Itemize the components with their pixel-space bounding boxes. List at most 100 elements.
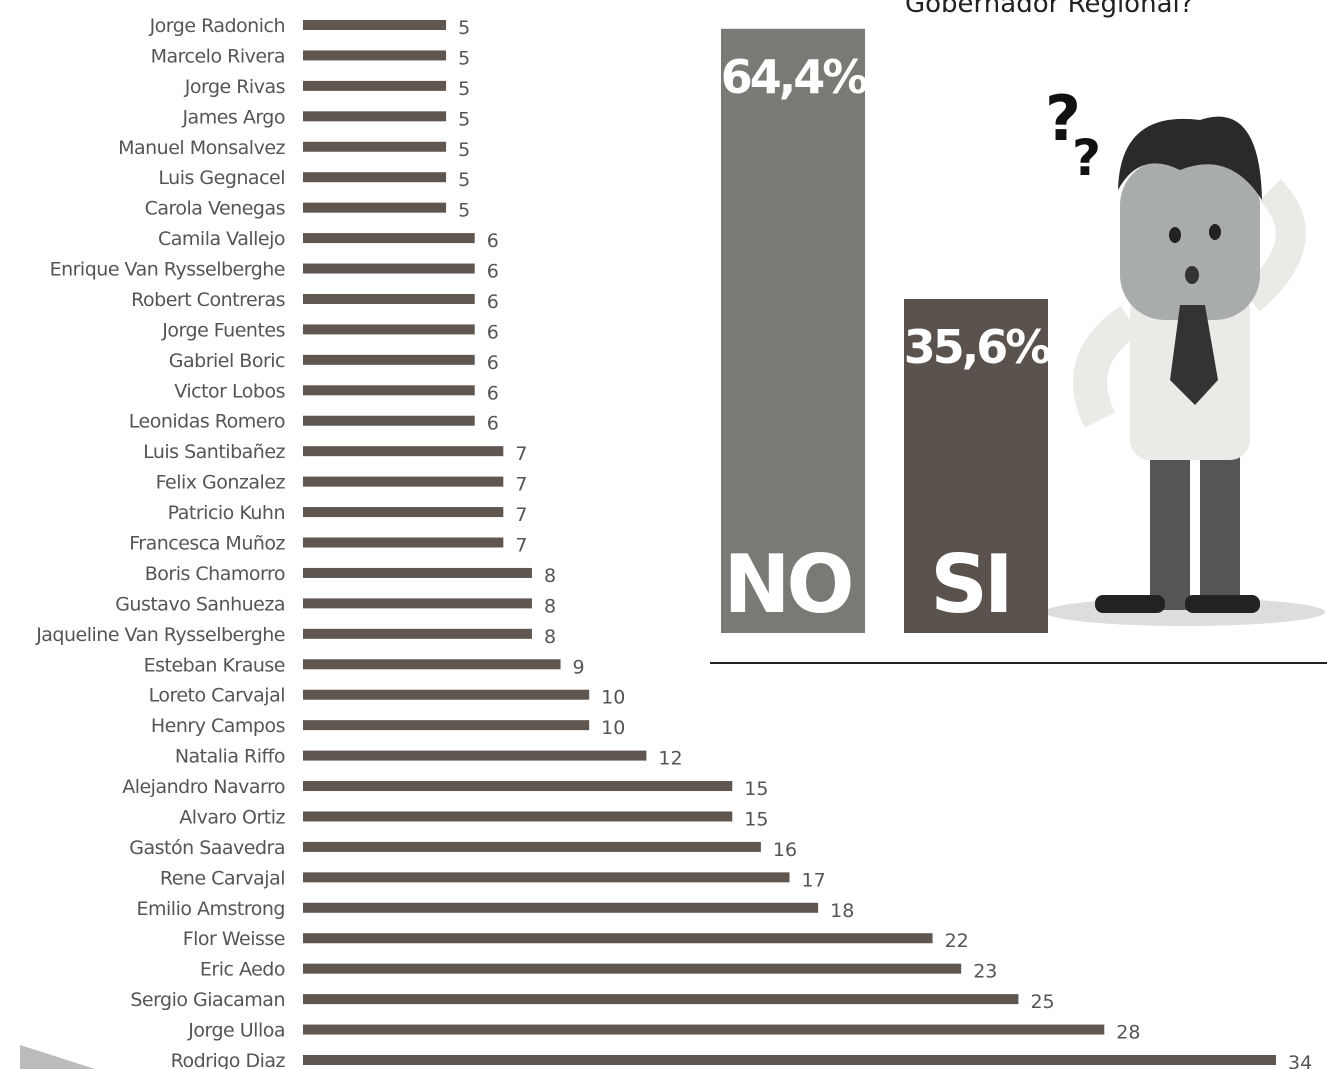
category-label: Boris Chamorro [145, 563, 285, 585]
category-label: Felix Gonzalez [156, 472, 286, 494]
category-label: James Argo [181, 106, 285, 128]
category-label: Luis Santibañez [143, 441, 285, 463]
category-label: Camila Vallejo [158, 228, 285, 250]
category-label: Esteban Krause [144, 654, 285, 676]
bar [303, 994, 1018, 1004]
value-label: 25 [1030, 991, 1054, 1013]
value-label: 7 [515, 535, 527, 557]
decoration [20, 1045, 95, 1069]
bar [303, 477, 503, 487]
value-label: 9 [573, 656, 585, 678]
bar [303, 751, 646, 761]
category-label: NO [724, 538, 851, 631]
bar [303, 264, 475, 274]
category-label: Victor Lobos [174, 380, 285, 402]
bar [303, 111, 446, 121]
value-label: 5 [458, 47, 470, 69]
category-label: Jaqueline Van Rysselberghe [35, 624, 285, 646]
bar [303, 933, 933, 943]
category-label: Leonidas Romero [129, 411, 285, 433]
bar [303, 903, 818, 913]
bar [303, 629, 532, 639]
value-label: 7 [515, 443, 527, 465]
value-label: 6 [487, 230, 499, 252]
bar [303, 324, 475, 334]
value-label: 6 [487, 382, 499, 404]
bar [303, 50, 446, 60]
bar [303, 20, 446, 30]
category-label: Henry Campos [151, 715, 285, 737]
bar [303, 659, 561, 669]
category-label: Gabriel Boric [169, 350, 285, 372]
value-label: 35,6% [904, 320, 1050, 374]
category-label: Loreto Carvajal [149, 685, 285, 707]
value-label: 17 [802, 869, 826, 891]
svg-text:?: ? [1072, 129, 1101, 187]
value-label: 5 [458, 169, 470, 191]
category-label: SI [930, 538, 1009, 631]
value-label: 15 [744, 808, 768, 830]
bar [303, 842, 761, 852]
bar [303, 720, 589, 730]
category-label: Enrique Van Rysselberghe [50, 259, 285, 281]
infographic: ? ? Jorge Radonich5Marcelo Rivera5Jorge … [0, 0, 1327, 1069]
value-label: 6 [487, 352, 499, 374]
value-label: 10 [601, 717, 625, 739]
category-label: Patricio Kuhn [168, 502, 285, 524]
bar [303, 233, 475, 243]
bar [303, 355, 475, 365]
value-label: 6 [487, 261, 499, 283]
bar [303, 172, 446, 182]
value-label: 5 [458, 108, 470, 130]
category-label: Francesca Muñoz [129, 533, 285, 555]
value-label: 15 [744, 778, 768, 800]
bar [303, 385, 475, 395]
bar [303, 964, 961, 974]
category-label: Gastón Saavedra [129, 837, 285, 859]
bar [303, 872, 790, 882]
category-label: Emilio Amstrong [137, 898, 286, 920]
bar [303, 294, 475, 304]
value-label: 18 [830, 900, 854, 922]
value-label: 7 [515, 504, 527, 526]
bar [303, 538, 503, 548]
category-label: Rene Carvajal [160, 867, 285, 889]
bar [303, 690, 589, 700]
value-label: 6 [487, 321, 499, 343]
category-label: Natalia Riffo [175, 746, 285, 768]
category-label: Manuel Monsalvez [118, 137, 285, 159]
category-label: Sergio Giacaman [130, 989, 285, 1011]
value-label: 23 [973, 961, 997, 983]
bar [303, 1055, 1276, 1065]
value-label: 6 [487, 291, 499, 313]
category-label: Marcelo Rivera [151, 45, 285, 67]
category-label: Jorge Ulloa [187, 1020, 285, 1042]
category-label: Alvaro Ortiz [179, 806, 285, 828]
value-label: 22 [945, 930, 969, 952]
bar [303, 81, 446, 91]
category-label: Rodrigo Diaz [171, 1050, 286, 1069]
value-label: 5 [458, 17, 470, 39]
category-label: Eric Aedo [200, 959, 285, 981]
bar [303, 598, 532, 608]
value-label: 34 [1288, 1052, 1312, 1069]
category-label: Jorge Radonich [149, 15, 285, 37]
value-label: 7 [515, 474, 527, 496]
bar [303, 1025, 1104, 1035]
value-label: 64,4% [721, 50, 867, 104]
category-label: Alejandro Navarro [122, 776, 285, 798]
value-label: 5 [458, 78, 470, 100]
value-label: 8 [544, 626, 556, 648]
bar [303, 416, 475, 426]
page: ? ? Jorge Radonich5Marcelo Rivera5Jorge … [0, 0, 1327, 1069]
category-label: Gustavo Sanhueza [115, 593, 285, 615]
category-label: Robert Contreras [131, 289, 285, 311]
value-label: 28 [1116, 1022, 1140, 1044]
category-label: Carola Venegas [145, 198, 285, 220]
bar [303, 142, 446, 152]
value-label: 8 [544, 595, 556, 617]
value-label: 16 [773, 839, 797, 861]
value-label: 6 [487, 413, 499, 435]
bar [303, 446, 503, 456]
value-label: 5 [458, 200, 470, 222]
